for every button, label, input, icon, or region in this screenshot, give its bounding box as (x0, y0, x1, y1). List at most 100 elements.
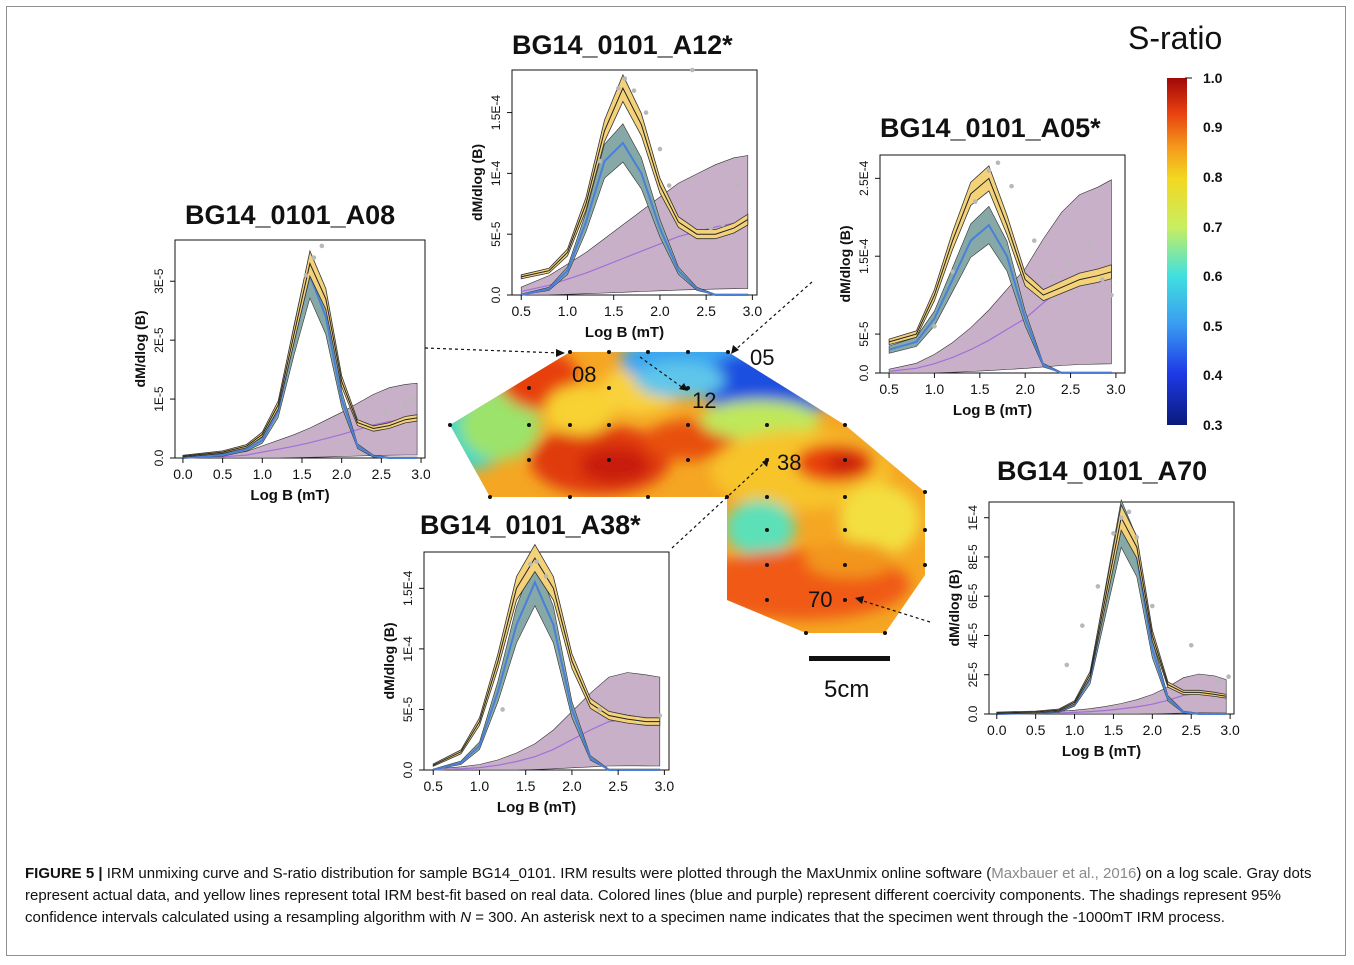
caption-citation[interactable]: Maxbauer et al., 2016 (991, 865, 1137, 882)
data-point (720, 222, 726, 227)
total-fit-band (888, 165, 1112, 346)
y-tick-label: 5E-5 (489, 221, 503, 247)
plot-frame (511, 69, 758, 296)
data-point (736, 183, 741, 188)
x-tick-label: 1.0 (470, 778, 490, 794)
x-tick-label: 1.5 (516, 778, 536, 794)
total-fit-band (520, 73, 749, 280)
total-fit-band (432, 543, 661, 767)
caption-label: FIGURE 5 | (25, 865, 103, 882)
y-tick-label: 0.0 (401, 761, 415, 778)
data-point (972, 199, 978, 205)
map-label-08: 08 (572, 362, 596, 387)
cbar-tick-0-9: 0.9 (1203, 119, 1223, 135)
caption-part1: IRM unmixing curve and S-ratio distribut… (106, 865, 992, 882)
data-point (1050, 273, 1055, 278)
chart-a38: 0.5 1.0 1.5 2.0 2.5 3.0 0.0 5E-5 1E-4 1.5E-4 Log B… (381, 543, 674, 816)
data-point (1068, 261, 1073, 267)
plot-frame (423, 551, 670, 771)
data-point (1064, 662, 1070, 668)
component-1-band (888, 205, 1112, 374)
x-tick-label: 2.5 (372, 466, 392, 482)
data-point (402, 402, 408, 408)
data-point (689, 67, 695, 73)
cbar-tick-0-8: 0.8 (1203, 169, 1223, 185)
x-tick-label: 3.0 (655, 778, 674, 794)
total-fit-line (521, 87, 749, 278)
panel-title-a05: BG14_0101_A05* (880, 113, 1101, 143)
data-point (319, 243, 325, 249)
total-fit-line (432, 557, 660, 766)
chart-a70: 0.0 0.5 1.0 1.5 2.0 2.5 3.0 0.0 2E-5 4E-5 6E-5 8E-5… (946, 498, 1240, 760)
data-point (1086, 242, 1092, 247)
data-point (708, 225, 714, 231)
figure-frame (6, 6, 1346, 956)
data-point (616, 85, 621, 91)
cbar-tick-0-4: 0.4 (1203, 367, 1223, 383)
y-axis-label: dM/dlog (B) (837, 226, 853, 303)
y-tick-label: 0.0 (152, 449, 166, 466)
y-axis-label: dM/dlog (B) (946, 570, 962, 647)
map-label-05: 05 (750, 345, 774, 370)
data-point (1118, 515, 1124, 521)
x-tick-label: 2.0 (562, 778, 582, 794)
data-point (657, 146, 663, 152)
data-point (383, 408, 388, 414)
data-point (666, 183, 672, 188)
x-tick-label: 0.5 (512, 303, 532, 319)
cbar-tick-0-6: 0.6 (1203, 268, 1223, 284)
x-tick-label: 2.5 (696, 303, 716, 319)
x-tick-label: 2.0 (332, 466, 352, 482)
x-tick-label: 0.5 (424, 778, 444, 794)
x-tick-label: 2.0 (1143, 722, 1163, 738)
scale-label: 5cm (824, 676, 870, 703)
data-point (622, 76, 628, 81)
data-point (1109, 292, 1114, 298)
y-tick-label: 1E-4 (489, 160, 503, 186)
caption-part2: ) on a log scale. Gray dots represent ac… (25, 865, 1312, 926)
cbar-tick-0-7: 0.7 (1203, 219, 1223, 235)
y-tick-label: 0.0 (966, 705, 980, 722)
y-tick-label: 1E-4 (966, 505, 980, 531)
chart-a08: 0.0 0.5 1.0 1.5 2.0 2.5 3.0 0.0 1E-5 2E-5 3E-5 Log … (132, 239, 430, 504)
data-point (1134, 535, 1140, 540)
data-point (1095, 584, 1101, 589)
data-point (1150, 603, 1155, 609)
x-tick-label: 1.0 (558, 303, 578, 319)
x-tick-label: 2.5 (1061, 381, 1081, 397)
component-1-line (182, 272, 418, 459)
arrow-heads (556, 345, 864, 604)
y-tick-label: 1E-5 (152, 386, 166, 412)
x-tick-label: 2.0 (650, 303, 670, 319)
x-tick-label: 0.0 (987, 722, 1007, 738)
data-point (500, 707, 505, 712)
data-point (1126, 509, 1132, 515)
data-point (643, 110, 649, 115)
cbar-tick-0-3: 0.3 (1203, 417, 1223, 433)
data-point (1100, 277, 1105, 282)
y-axis-label: dM/dlog (B) (469, 144, 485, 221)
x-tick-label: 1.0 (925, 381, 945, 397)
component-2-line (521, 221, 748, 292)
data-point (1080, 623, 1085, 628)
x-axis-label: Log B (mT) (497, 799, 576, 816)
x-tick-label: 2.0 (1015, 381, 1035, 397)
data-point (1009, 183, 1014, 189)
panel-title-a70: BG14_0101_A70 (997, 456, 1208, 486)
data-point (1226, 674, 1231, 680)
x-tick-label: 2.5 (1181, 722, 1201, 738)
x-tick-label: 1.5 (604, 303, 624, 319)
x-axis-label: Log B (mT) (1062, 743, 1141, 760)
map-label-12: 12 (692, 388, 716, 413)
y-tick-label: 0.0 (857, 364, 871, 381)
y-tick-label: 1.5E-4 (401, 570, 415, 606)
data-point (597, 158, 603, 164)
component-2-band (182, 382, 418, 459)
component-2-band (520, 155, 749, 296)
data-point (950, 269, 955, 275)
x-tick-label: 3.0 (743, 303, 762, 319)
caption-part3: = 300. An asterisk next to a specimen na… (471, 909, 1225, 926)
x-tick-label: 1.0 (253, 466, 273, 482)
panel-title-a38: BG14_0101_A38* (420, 510, 641, 540)
data-point (311, 255, 317, 260)
